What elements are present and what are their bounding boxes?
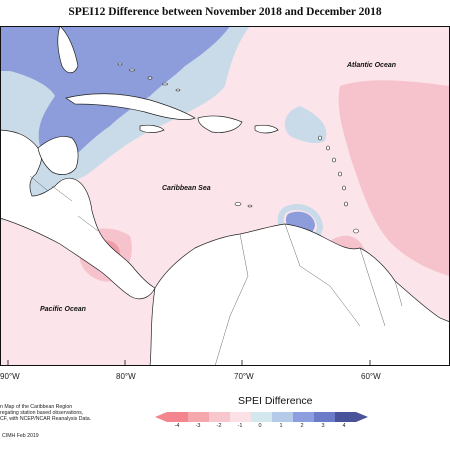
legend-tick-label: -3 [195, 423, 201, 429]
credit-text: CIMH Feb 2019 [2, 433, 39, 439]
legend-title: SPEI Difference [238, 395, 313, 407]
yucatan [37, 136, 79, 175]
legend-arrow-left [155, 412, 167, 422]
legend-tick-label: 0 [258, 423, 262, 429]
hispaniola [197, 115, 243, 133]
lon-label-90w: 90°W [0, 372, 20, 381]
legend-tick-label: 3 [321, 423, 325, 429]
legend-swatch [167, 412, 188, 422]
legend-swatch [188, 412, 209, 422]
land [0, 26, 450, 366]
lon-label-70w: 70°W [234, 372, 254, 381]
legend-arrow-right [356, 412, 368, 422]
puerto-rico [254, 124, 279, 134]
central-america [0, 129, 156, 300]
florida [57, 26, 79, 74]
legend-tick-label: -1 [237, 423, 243, 429]
lon-ticks [7, 360, 371, 366]
south-america [149, 223, 450, 366]
legend-tick-label: 2 [300, 423, 304, 429]
map-notes: n Map of the Caribbean Region regating s… [0, 404, 150, 423]
note-line-3: CF, with NCEP/NCAR Reanalysis Data. [0, 416, 92, 423]
jamaica [139, 124, 165, 133]
legend-swatch [251, 412, 272, 422]
lon-label-80w: 80°W [116, 372, 136, 381]
legend-tick-label: -4 [174, 423, 180, 429]
legend-swatch [293, 412, 314, 422]
legend-tick-label: 4 [342, 423, 346, 429]
light-blue-zone-east [284, 106, 327, 144]
pink-anomaly-zone [338, 80, 450, 276]
note-line-1: n Map of the Caribbean Region [0, 404, 73, 410]
legend-swatch [314, 412, 335, 422]
legend-swatch [272, 412, 293, 422]
legend-tick-label: -2 [216, 423, 222, 429]
country-borders [29, 175, 403, 366]
legend-swatch [230, 412, 251, 422]
map-title: SPEI12 Difference between November 2018 … [68, 6, 382, 18]
cuba [65, 93, 196, 120]
legend-colorbar [155, 412, 368, 422]
label-atlantic: Atlantic Ocean [346, 62, 396, 69]
legend-swatch [335, 412, 356, 422]
legend-swatch [209, 412, 230, 422]
lon-label-60w: 60°W [361, 372, 381, 381]
small-islands [117, 62, 359, 234]
note-line-2: regating station based observations, [0, 410, 84, 417]
blue-anomaly-zone-2 [0, 36, 45, 66]
spei-map: Atlantic Ocean Caribbean Sea Pacific Oce… [0, 26, 450, 366]
label-caribbean: Caribbean Sea [162, 185, 211, 192]
label-pacific: Pacific Ocean [40, 306, 86, 313]
legend-tick-label: 1 [279, 423, 283, 429]
